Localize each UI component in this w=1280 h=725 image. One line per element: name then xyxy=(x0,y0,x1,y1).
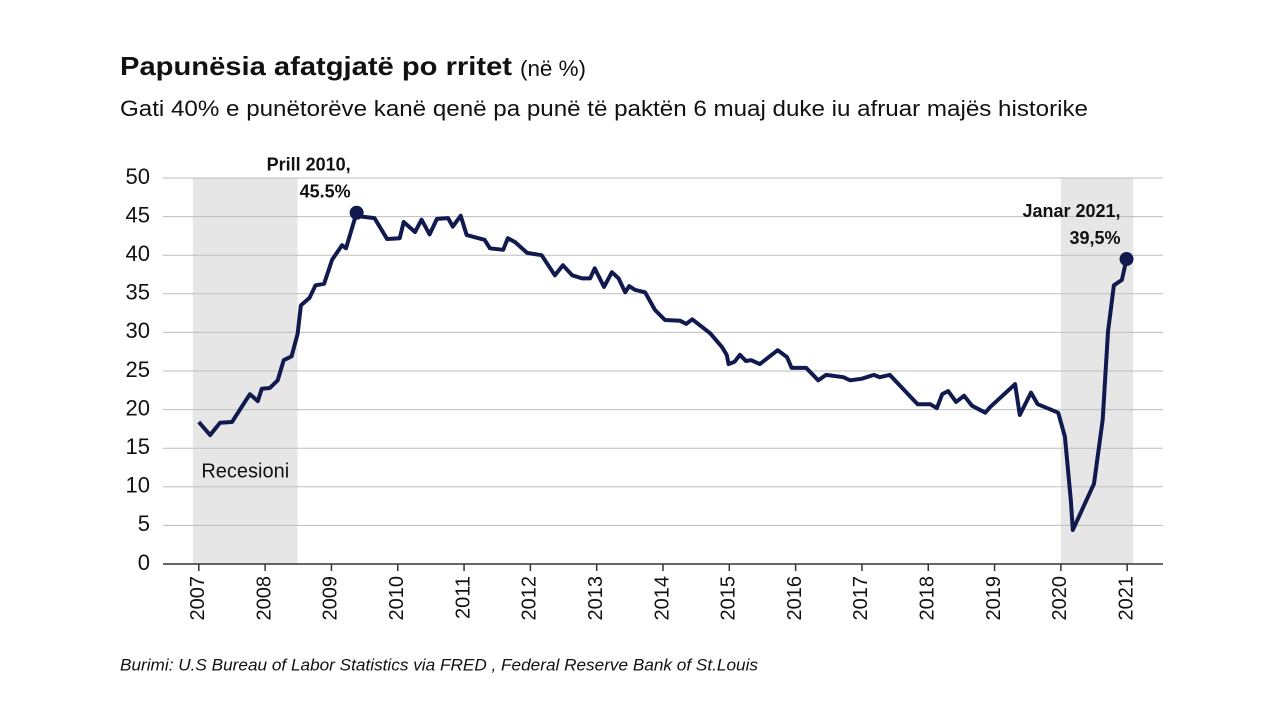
x-tick-label: 2018 xyxy=(917,576,939,621)
x-tick-label: 2011 xyxy=(452,576,474,619)
y-tick-label: 15 xyxy=(126,434,150,459)
title-unit: (në %) xyxy=(520,56,586,81)
annotation: 45.5% xyxy=(300,181,351,201)
y-tick-label: 50 xyxy=(126,164,150,189)
y-tick-label: 40 xyxy=(126,241,150,266)
highlight-dot xyxy=(1119,252,1134,267)
annotation: 39,5% xyxy=(1069,228,1120,248)
x-tick-label: 2019 xyxy=(983,576,1005,621)
y-tick-label: 20 xyxy=(126,395,150,420)
y-tick-label: 5 xyxy=(138,511,150,536)
y-tick-label: 10 xyxy=(126,473,150,498)
subtitle: Gati 40% e punëtorëve kanë qenë pa punë … xyxy=(120,96,1088,121)
x-tick-label: 2020 xyxy=(1049,576,1071,621)
x-tick-label: 2007 xyxy=(187,576,209,621)
x-tick-label: 2021 xyxy=(1115,576,1137,621)
source: Burimi: U.S Bureau of Labor Statistics v… xyxy=(120,655,758,674)
chart-title: Papunësia afatgjatë po rritet xyxy=(120,51,512,81)
y-tick-label: 35 xyxy=(126,280,150,305)
x-tick-label: 2012 xyxy=(519,576,541,621)
y-tick-label: 30 xyxy=(126,318,150,343)
x-tick-label: 2014 xyxy=(651,576,673,621)
y-tick-label: 25 xyxy=(126,357,150,382)
x-tick-label: 2015 xyxy=(718,576,740,621)
x-tick-label: 2010 xyxy=(386,576,408,621)
x-tick-label: 2017 xyxy=(850,576,872,621)
y-tick-label: 45 xyxy=(126,202,150,227)
y-tick-label: 0 xyxy=(138,550,150,575)
highlight-dot xyxy=(349,205,364,220)
annotation: Prill 2010, xyxy=(267,154,351,174)
annotation: Janar 2021, xyxy=(1022,201,1120,221)
x-tick-label: 2008 xyxy=(253,576,275,621)
data-line xyxy=(197,210,1129,532)
x-tick-label: 2009 xyxy=(320,576,342,621)
x-tick-label: 2016 xyxy=(784,576,806,621)
x-tick-label: 2013 xyxy=(585,576,607,621)
recession-label: Recesioni xyxy=(201,460,289,482)
